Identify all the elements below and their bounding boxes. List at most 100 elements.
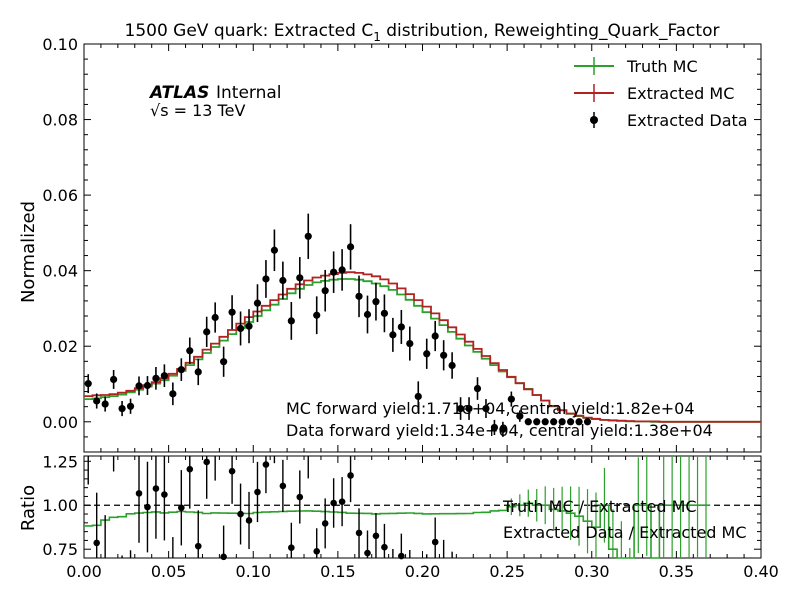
ratio-data-point	[152, 456, 160, 539]
data-point	[380, 294, 389, 333]
series-extracted-mc	[84, 271, 761, 423]
ratio-data-point	[381, 523, 388, 558]
data-point	[516, 410, 524, 422]
ratio-legend-data: Extracted Data / Extracted MC	[503, 523, 747, 542]
ratio-data-point	[355, 508, 363, 558]
ratio-data-point	[228, 456, 236, 504]
ratio-y-tick-label: 1.00	[42, 496, 78, 515]
data-point	[330, 251, 338, 293]
ratio-data-point	[144, 461, 151, 553]
y-tick-label: 0.06	[42, 186, 78, 205]
x-tick-label: 0.40	[743, 562, 779, 581]
data-point	[228, 295, 236, 330]
energy-label: √s = 13 TeV	[150, 101, 245, 120]
data-point	[177, 358, 185, 381]
ratio-data-point	[186, 456, 194, 509]
ratio-data-point	[245, 491, 253, 550]
data-point	[465, 397, 473, 420]
data-point	[423, 338, 431, 369]
ratio-axis-ticks: 0.00 0.05 0.10 0.15 0.20 0.25 0.30 0.35 0.40 0.75…	[42, 452, 778, 581]
legend-label-extracted-data: Extracted Data	[627, 111, 748, 130]
data-point	[186, 337, 194, 364]
data-point	[524, 418, 532, 426]
data-point	[550, 418, 558, 426]
top-axis-ticks: 0.00 0.02 0.04 0.06 0.08 0.10	[42, 35, 762, 452]
ratio-layer	[84, 456, 761, 561]
ratio-data-point	[161, 456, 168, 541]
data-point	[304, 213, 312, 259]
data-point	[346, 224, 355, 270]
y-tick-label: 0.02	[42, 337, 78, 356]
chart-title-subscript: 1	[373, 30, 381, 44]
data-point	[448, 352, 456, 379]
x-tick-label: 0.15	[320, 562, 356, 581]
annotation-data-yield: Data forward yield:1.34e+04, central yie…	[286, 421, 713, 440]
data-point	[372, 282, 380, 321]
data-point	[110, 370, 118, 389]
x-tick-label: 0.05	[151, 562, 187, 581]
legend-label-truth-mc: Truth MC	[626, 57, 698, 76]
data-point	[533, 418, 541, 426]
data-point	[414, 381, 422, 412]
ratio-data-point	[288, 522, 295, 558]
data-point	[440, 340, 448, 371]
ratio-data-point	[262, 456, 270, 494]
ratio-data-point	[330, 478, 337, 528]
ratio-data-point	[93, 492, 100, 558]
data-point	[169, 382, 177, 406]
ratio-data-point	[237, 483, 244, 545]
data-point	[152, 367, 160, 390]
data-point	[389, 317, 397, 352]
data-point	[287, 302, 295, 340]
data-point	[135, 376, 143, 396]
data-point	[203, 316, 211, 347]
ratio-data-point	[135, 456, 143, 543]
data-point	[101, 396, 109, 412]
data-point	[84, 374, 92, 394]
chart-title: 1500 GeV quark: Extracted C1 distributio…	[125, 21, 720, 44]
data-point	[220, 346, 228, 377]
x-tick-label: 0.35	[659, 562, 695, 581]
data-point	[338, 249, 346, 291]
atlas-status: Internal	[216, 83, 282, 103]
y-axis-title-top: Normalized	[18, 201, 39, 303]
ratio-data-point	[364, 530, 371, 558]
data-point	[279, 261, 287, 300]
data-point	[507, 391, 515, 407]
x-tick-label: 0.10	[235, 562, 271, 581]
legend-label-extracted-mc: Extracted MC	[627, 84, 734, 103]
legend-item-truth-mc: Truth MC	[574, 57, 698, 76]
series-layer	[84, 213, 761, 437]
data-point	[93, 393, 101, 409]
x-tick-label: 0.25	[489, 562, 525, 581]
data-point	[566, 418, 575, 426]
ratio-y-tick-label: 0.75	[42, 540, 78, 559]
data-point	[397, 309, 405, 344]
data-point	[211, 302, 219, 333]
data-point	[262, 260, 270, 298]
ratio-data-point	[372, 513, 380, 558]
y-tick-label: 0.08	[42, 111, 78, 130]
data-point	[296, 257, 304, 299]
data-point	[490, 419, 499, 435]
atlas-label: ATLAS	[148, 83, 209, 103]
x-tick-label: 0.30	[574, 562, 610, 581]
data-point	[456, 397, 465, 420]
ratio-data-point	[296, 470, 304, 524]
ratio-data-point	[203, 456, 211, 499]
data-point	[313, 296, 321, 335]
data-point	[270, 229, 279, 272]
data-point	[473, 377, 482, 400]
legend-item-extracted-data: Extracted Data	[590, 111, 748, 130]
data-point	[541, 418, 549, 426]
data-point	[406, 326, 414, 361]
data-point	[245, 309, 253, 344]
ratio-y-tick-label: 1.25	[42, 452, 78, 471]
data-point	[355, 275, 363, 318]
ratio-data-point	[431, 517, 439, 558]
data-point	[583, 418, 592, 426]
data-point	[431, 320, 439, 352]
ratio-data-point	[178, 470, 185, 546]
data-point	[253, 284, 262, 323]
